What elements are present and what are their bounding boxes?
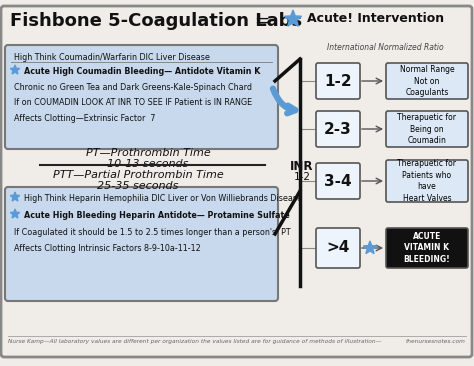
Text: =: =: [255, 12, 270, 30]
FancyBboxPatch shape: [386, 111, 468, 147]
Text: If Coagulated it should be 1.5 to 2.5 times longer than a person's  PT: If Coagulated it should be 1.5 to 2.5 ti…: [14, 228, 291, 237]
Text: Fishbone 5-Coagulation Labs: Fishbone 5-Coagulation Labs: [10, 12, 302, 30]
FancyBboxPatch shape: [316, 111, 360, 147]
FancyBboxPatch shape: [386, 63, 468, 99]
Text: High Think Coumadin/Warfarin DIC Liver Disease: High Think Coumadin/Warfarin DIC Liver D…: [14, 53, 210, 62]
Polygon shape: [10, 209, 20, 218]
FancyArrowPatch shape: [273, 89, 295, 113]
Text: Acute High Coumadin Bleeding— Antidote Vitamin K: Acute High Coumadin Bleeding— Antidote V…: [24, 67, 260, 76]
Text: Affects Clotting Intrinsic Factors 8-9-10a-11-12: Affects Clotting Intrinsic Factors 8-9-1…: [14, 244, 201, 253]
Text: Nurse Kamp—All laboratory values are different per organization the values liste: Nurse Kamp—All laboratory values are dif…: [8, 339, 382, 344]
Text: Therapuetic for
Being on
Coumadin: Therapuetic for Being on Coumadin: [398, 113, 456, 145]
Text: 3-4: 3-4: [324, 173, 352, 188]
Text: 1-2: 1-2: [293, 172, 310, 182]
FancyBboxPatch shape: [316, 228, 360, 268]
Text: Therapuetic for
Patients who
have
Heart Valves: Therapuetic for Patients who have Heart …: [398, 159, 456, 203]
Text: PTT—Partial Prothrombin Time: PTT—Partial Prothrombin Time: [53, 170, 223, 180]
Text: >4: >4: [326, 240, 350, 255]
Polygon shape: [364, 241, 377, 254]
Text: 25-35 seconds: 25-35 seconds: [97, 181, 179, 191]
Text: International Normalized Ratio: International Normalized Ratio: [327, 43, 443, 52]
Text: Normal Range
Not on
Coagulants: Normal Range Not on Coagulants: [400, 65, 454, 97]
Text: ACUTE
VITAMIN K
BLEEDING!: ACUTE VITAMIN K BLEEDING!: [404, 232, 450, 264]
Text: Acute! Intervention: Acute! Intervention: [307, 12, 444, 25]
Text: 2-3: 2-3: [324, 122, 352, 137]
Polygon shape: [10, 192, 20, 201]
FancyBboxPatch shape: [1, 6, 472, 357]
Text: INR: INR: [290, 160, 314, 172]
Text: 10-13 seconds: 10-13 seconds: [107, 159, 189, 169]
Polygon shape: [284, 10, 301, 26]
Text: 1-2: 1-2: [324, 74, 352, 89]
FancyBboxPatch shape: [386, 228, 468, 268]
Text: Acute High Bleeding Heparin Antidote— Protamine Sulfate: Acute High Bleeding Heparin Antidote— Pr…: [24, 211, 290, 220]
FancyBboxPatch shape: [5, 45, 278, 149]
Text: thenursesnotes.com: thenursesnotes.com: [406, 339, 466, 344]
Text: If on COUMADIN LOOK AT INR TO SEE IF Patient is IN RANGE: If on COUMADIN LOOK AT INR TO SEE IF Pat…: [14, 98, 252, 107]
FancyBboxPatch shape: [386, 160, 468, 202]
Text: High Think Heparin Hemophilia DIC Liver or Von Williebrands Disease: High Think Heparin Hemophilia DIC Liver …: [24, 194, 302, 203]
FancyBboxPatch shape: [316, 163, 360, 199]
FancyBboxPatch shape: [316, 63, 360, 99]
FancyBboxPatch shape: [5, 187, 278, 301]
Text: Chronic no Green Tea and Dark Greens-Kale-Spinach Chard: Chronic no Green Tea and Dark Greens-Kal…: [14, 83, 252, 92]
Text: Affects Clotting—Extrinsic Factor  7: Affects Clotting—Extrinsic Factor 7: [14, 114, 155, 123]
Polygon shape: [10, 65, 20, 74]
Text: PT—Prothrombin Time: PT—Prothrombin Time: [86, 148, 210, 158]
